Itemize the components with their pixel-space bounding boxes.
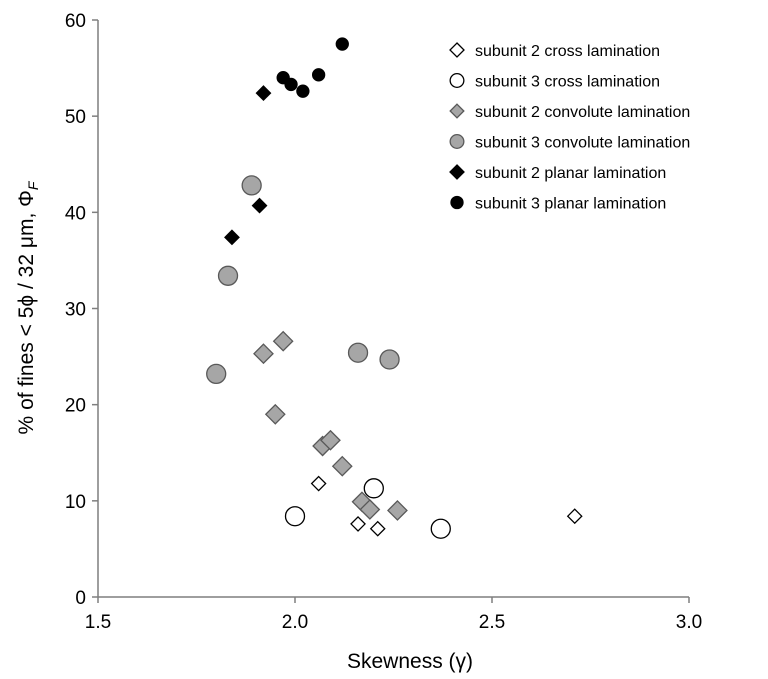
y-tick-label: 50 xyxy=(65,107,86,128)
series-1 xyxy=(310,475,583,537)
data-point xyxy=(217,265,239,286)
data-point xyxy=(224,229,240,246)
data-point xyxy=(335,37,349,51)
data-point xyxy=(430,518,451,539)
series-5 xyxy=(224,85,272,246)
data-point xyxy=(359,499,381,520)
legend-item: subunit 2 cross lamination xyxy=(449,42,660,60)
x-axis-title: Skewness (γ) xyxy=(347,650,473,673)
y-tick-labels: 0 10 20 30 40 50 60 xyxy=(65,11,86,609)
legend-item: subunit 3 planar lamination xyxy=(450,195,666,213)
y-tick-label: 10 xyxy=(65,492,86,513)
data-point xyxy=(296,84,310,98)
data-point xyxy=(251,197,268,214)
legend-label: subunit 3 cross lamination xyxy=(475,74,660,91)
data-point xyxy=(284,506,306,527)
data-points xyxy=(206,37,583,539)
y-axis-title-main: % of fines < 5ϕ / 32 μm, Φ xyxy=(15,190,38,434)
x-tick-label: 2.5 xyxy=(479,612,505,633)
data-point xyxy=(206,363,227,385)
legend-item: subunit 3 convolute lamination xyxy=(449,134,690,152)
data-point xyxy=(272,330,294,352)
legend-marker xyxy=(450,195,464,210)
y-axis-title-subscript: F xyxy=(25,180,41,190)
legend-marker xyxy=(449,164,465,180)
data-point xyxy=(311,68,326,82)
legend: subunit 2 cross lamination subunit 3 cros… xyxy=(449,42,690,213)
series-6 xyxy=(276,37,349,98)
legend-marker xyxy=(449,103,465,119)
legend-label: subunit 2 convolute lamination xyxy=(475,104,690,121)
legend-item: subunit 3 cross lamination xyxy=(449,73,660,91)
legend-item: subunit 2 convolute lamination xyxy=(449,103,690,121)
data-point xyxy=(387,500,408,521)
data-point xyxy=(566,508,583,525)
legend-label: subunit 2 planar lamination xyxy=(475,165,666,182)
data-point xyxy=(363,478,384,499)
data-point xyxy=(347,342,369,363)
data-point xyxy=(379,349,400,370)
legend-marker xyxy=(449,134,465,149)
data-point xyxy=(241,175,262,196)
x-tick-label: 2.0 xyxy=(282,612,308,633)
data-point xyxy=(331,455,353,477)
axes xyxy=(92,19,690,603)
y-axis-title: % of fines < 5ϕ / 32 μm, ΦF xyxy=(15,180,41,434)
legend-label: subunit 3 convolute lamination xyxy=(475,135,690,152)
data-point xyxy=(310,475,327,492)
data-point xyxy=(284,77,298,92)
y-tick-label: 40 xyxy=(65,203,86,224)
legend-marker xyxy=(449,42,465,58)
legend-label: subunit 2 cross lamination xyxy=(475,43,660,60)
y-tick-label: 30 xyxy=(65,300,86,321)
legend-marker xyxy=(449,73,465,88)
legend-label: subunit 3 planar lamination xyxy=(475,196,666,213)
y-tick-label: 20 xyxy=(65,396,86,417)
data-point xyxy=(253,343,274,365)
series-4 xyxy=(206,175,400,385)
series-2 xyxy=(284,478,451,539)
y-tick-label: 60 xyxy=(65,11,86,32)
legend-item: subunit 2 planar lamination xyxy=(449,164,666,182)
data-point xyxy=(320,429,341,451)
data-point xyxy=(255,85,272,102)
x-tick-labels: 1.5 2.0 2.5 3.0 xyxy=(85,612,702,633)
x-tick-label: 3.0 xyxy=(676,612,702,633)
data-point xyxy=(264,403,286,425)
data-point xyxy=(369,520,386,537)
y-tick-label: 0 xyxy=(75,588,86,609)
series-3 xyxy=(253,330,408,521)
data-point xyxy=(350,515,366,532)
x-tick-label: 1.5 xyxy=(85,612,111,633)
